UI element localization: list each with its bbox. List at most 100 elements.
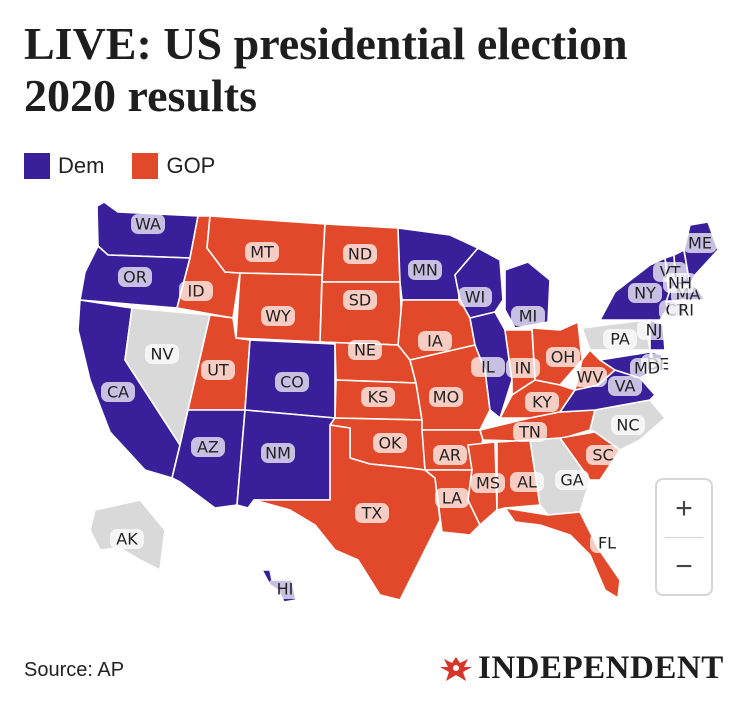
state-label-bg-in — [506, 358, 540, 378]
state-label-bg-nj — [637, 320, 671, 340]
state-label-bg-ak — [110, 529, 144, 549]
state-label-bg-mo — [429, 387, 463, 407]
state-label-mn: MN — [412, 261, 438, 280]
state-label-bg-ny — [628, 283, 662, 303]
state-label-ut: UT — [207, 361, 229, 380]
state-label-ga: GA — [560, 471, 583, 490]
zoom-control: + − — [655, 478, 713, 596]
state-label-bg-al — [510, 472, 544, 492]
state-label-bg-or — [118, 267, 152, 287]
state-label-bg-ga — [555, 470, 589, 490]
state-label-al: AL — [517, 473, 537, 492]
state-label-nh: NH — [668, 274, 692, 293]
state-label-va: VA — [615, 377, 636, 396]
state-label-ny: NY — [634, 284, 656, 303]
state-label-nv: NV — [151, 345, 174, 364]
state-label-nm: NM — [265, 444, 291, 463]
state-label-sd: SD — [349, 291, 371, 310]
state-label-ri: RI — [678, 301, 694, 320]
eagle-logo-icon — [440, 656, 472, 681]
state-label-bg-fl — [590, 533, 624, 553]
state-label-bg-mi — [511, 306, 545, 326]
state-label-bg-wy — [261, 306, 295, 326]
state-label-bg-va — [608, 376, 642, 396]
zoom-divider — [665, 537, 703, 538]
state-label-bg-oh — [546, 347, 580, 367]
state-label-hi: HI — [277, 580, 294, 599]
state-label-me: ME — [688, 234, 712, 253]
state-label-id: ID — [187, 282, 204, 301]
state-label-la: LA — [442, 489, 462, 508]
state-label-ar: AR — [439, 446, 461, 465]
state-label-wy: WY — [265, 307, 291, 326]
state-label-bg-me — [683, 233, 717, 253]
legend-swatch-dem — [24, 153, 50, 179]
state-label-bg-wi — [458, 287, 492, 307]
state-label-bg-tx — [355, 503, 389, 523]
state-label-ks: KS — [368, 388, 389, 407]
state-label-mt: MT — [250, 243, 274, 262]
state-label-wa: WA — [135, 215, 161, 234]
state-label-bg-ri — [669, 300, 703, 320]
state-label-bg-wv — [573, 367, 607, 387]
state-label-wi: WI — [465, 288, 486, 307]
state-label-bg-hi — [268, 579, 302, 599]
state-label-nd: ND — [348, 245, 372, 264]
state-label-co: CO — [280, 373, 304, 392]
state-tx[interactable] — [253, 424, 441, 601]
state-label-bg-ne — [348, 340, 382, 360]
state-label-fl: FL — [598, 534, 616, 553]
state-label-bg-ar — [433, 445, 467, 465]
state-label-bg-mt — [245, 242, 279, 262]
state-label-bg-az — [191, 437, 225, 457]
state-label-bg-md — [630, 358, 664, 378]
state-label-ne: NE — [354, 341, 376, 360]
state-label-bg-tn — [513, 422, 547, 442]
state-label-bg-id — [179, 281, 213, 301]
state-label-bg-wa — [131, 214, 165, 234]
state-label-ca: CA — [107, 383, 129, 402]
legend-item-gop: GOP — [132, 153, 215, 179]
state-label-wv: WV — [577, 368, 604, 387]
election-map[interactable]: WA OR CA NV ID MT WY UT AZ CO NM ND SD NE KS OK TX MN IA MO… — [0, 190, 750, 650]
source-note: Source: AP — [24, 659, 125, 681]
brand-wordmark: INDEPENDENT — [478, 650, 724, 686]
state-label-bg-pa — [603, 329, 637, 349]
zoom-in-button[interactable]: + — [675, 491, 693, 525]
state-label-ia: IA — [427, 332, 443, 351]
state-label-mi: MI — [519, 307, 538, 326]
zoom-out-button[interactable]: − — [675, 549, 693, 583]
state-label-il: IL — [481, 358, 495, 377]
state-label-bg-ia — [418, 331, 452, 351]
brand-logo[interactable]: INDEPENDENT — [438, 650, 724, 687]
state-label-ak: AK — [116, 530, 138, 549]
state-label-tx: TX — [361, 504, 383, 523]
state-label-bg-nh — [663, 273, 697, 293]
state-label-bg-nc — [611, 415, 645, 435]
state-label-pa: PA — [610, 330, 630, 349]
state-label-bg-sd — [343, 290, 377, 310]
state-label-bg-sc — [586, 445, 620, 465]
state-label-nj: NJ — [646, 321, 663, 340]
state-label-bg-mn — [408, 260, 442, 280]
state-label-nc: NC — [616, 416, 639, 435]
state-label-tn: TN — [518, 423, 541, 442]
legend: Dem GOP — [24, 153, 243, 179]
state-label-bg-nd — [343, 244, 377, 264]
state-label-bg-nm — [261, 443, 295, 463]
state-label-or: OR — [123, 268, 147, 287]
state-label-ok: OK — [378, 434, 402, 453]
state-label-in: IN — [515, 359, 532, 378]
state-label-bg-la — [435, 488, 469, 508]
state-label-md: MD — [634, 359, 660, 378]
state-label-bg-ky — [525, 392, 559, 412]
state-label-ky: KY — [532, 393, 552, 412]
state-label-bg-ok — [373, 433, 407, 453]
state-label-bg-ca — [101, 382, 135, 402]
page-title: LIVE: US presidential election 2020 resu… — [24, 18, 628, 121]
state-label-oh: OH — [551, 348, 576, 367]
legend-item-dem: Dem — [24, 153, 104, 179]
state-label-bg-ms — [471, 473, 505, 493]
state-label-bg-ut — [201, 360, 235, 380]
state-label-bg-nv — [145, 344, 179, 364]
